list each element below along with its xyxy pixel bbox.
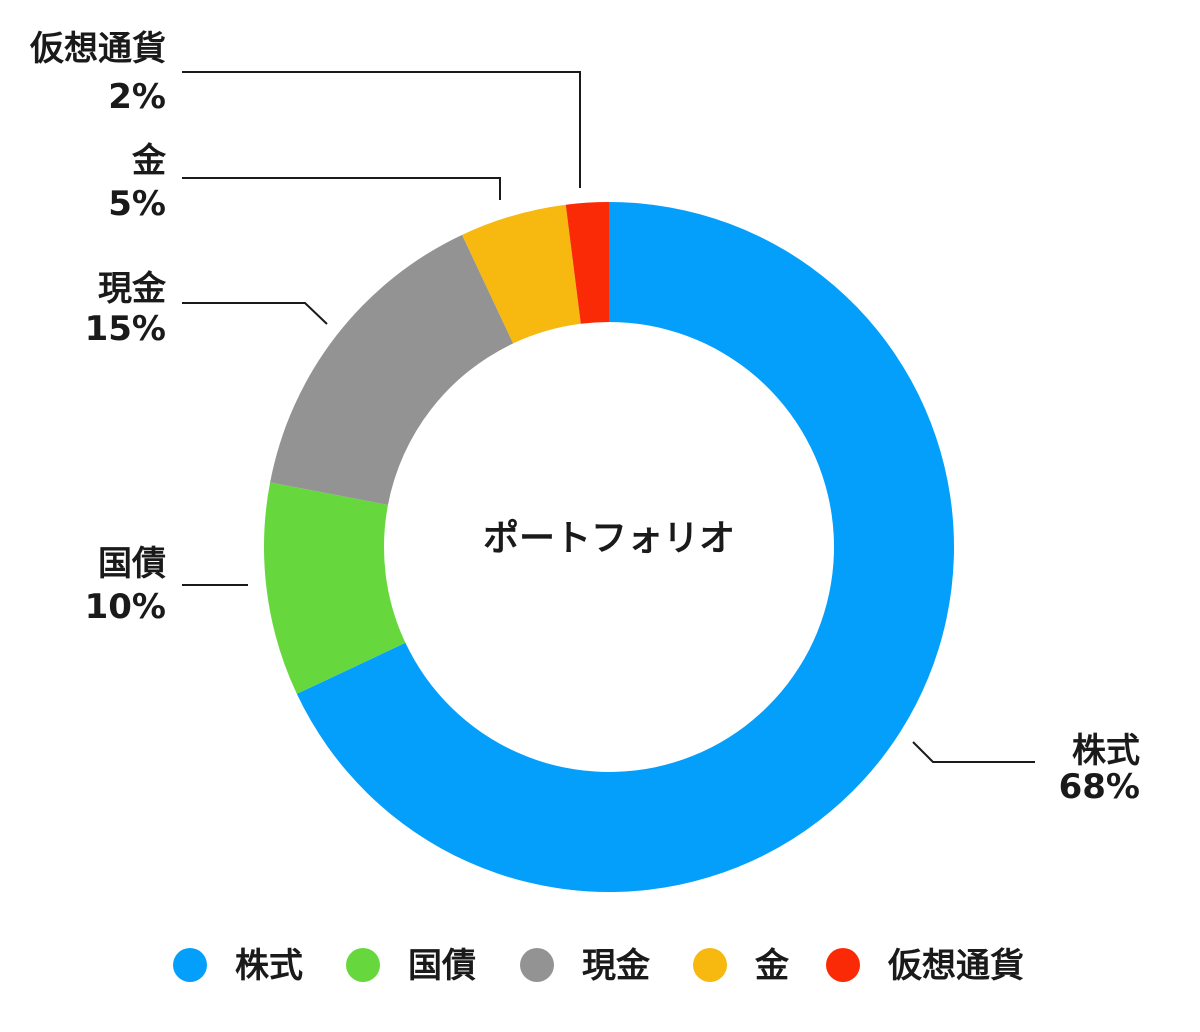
legend-label-2: 現金 [582,946,651,986]
legend-swatch-4 [826,948,860,982]
leader-line-3 [182,177,501,200]
slice-label-value-0: 68% [1059,767,1140,807]
legend: 株式 国債 現金 金 仮想通貨 [173,946,1024,986]
slice-label-value-2: 15% [85,309,166,349]
legend-label-1: 国債 [408,946,476,986]
legend-swatch-2 [520,948,554,982]
slice-label-value-3: 5% [108,184,166,224]
chart-title: ポートフォリオ [483,517,735,559]
legend-swatch-0 [173,948,207,982]
leader-line-4 [182,71,581,188]
leader-line-0 [912,741,1035,763]
slice-3 [462,204,581,344]
slice-label-value-1: 10% [85,587,166,627]
slice-2 [270,234,514,505]
slice-4 [565,202,609,324]
slice-0 [296,202,954,892]
legend-swatch-1 [346,948,380,982]
slice-label-name-0: 株式 [1072,731,1140,771]
slice-label-name-2: 現金 [98,269,167,309]
legend-label-4: 仮想通貨 [887,946,1024,986]
slice-label-name-3: 金 [131,141,167,181]
legend-swatch-3 [693,948,727,982]
legend-label-3: 金 [754,946,790,986]
slice-label-name-4: 仮想通貨 [29,29,166,69]
leader-lines-group [182,71,1035,763]
slice-1 [264,482,406,694]
leader-line-2 [182,302,328,325]
legend-label-0: 株式 [235,946,303,986]
slices-group [264,202,954,892]
slice-label-value-4: 2% [108,77,166,117]
slice-label-name-1: 国債 [98,544,166,584]
